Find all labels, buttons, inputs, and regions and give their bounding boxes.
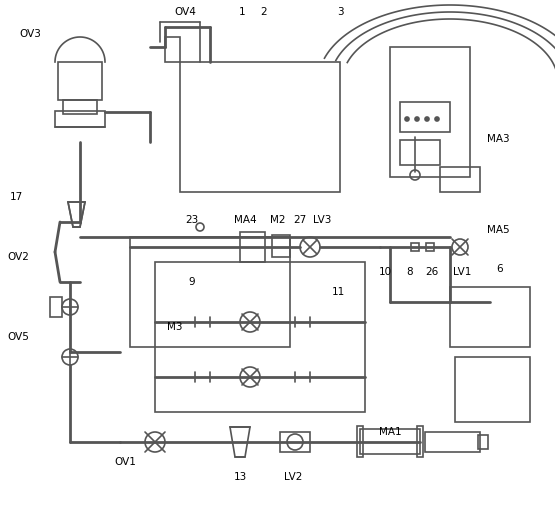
Bar <box>272 235 290 257</box>
Bar <box>440 167 480 192</box>
Bar <box>165 37 180 62</box>
Bar <box>280 432 310 452</box>
Text: LV2: LV2 <box>284 472 302 482</box>
Bar <box>50 297 62 317</box>
Text: MA1: MA1 <box>379 427 401 437</box>
Text: 2: 2 <box>261 7 268 17</box>
Text: 6: 6 <box>497 264 503 274</box>
Circle shape <box>435 117 439 121</box>
Bar <box>417 426 423 457</box>
Text: MA5: MA5 <box>487 225 509 235</box>
Circle shape <box>405 117 409 121</box>
Bar <box>130 237 290 347</box>
Bar <box>55 111 105 127</box>
Text: 10: 10 <box>379 267 392 277</box>
Bar <box>426 243 434 251</box>
Text: 23: 23 <box>185 215 199 225</box>
Text: OV2: OV2 <box>7 252 29 262</box>
Bar <box>478 435 488 449</box>
Bar <box>390 47 470 177</box>
Text: MA4: MA4 <box>234 215 256 225</box>
Text: LV1: LV1 <box>453 267 471 277</box>
Bar <box>450 287 530 347</box>
Bar <box>63 100 97 114</box>
Text: 11: 11 <box>331 287 345 297</box>
Bar <box>180 62 340 192</box>
Text: OV1: OV1 <box>114 457 136 467</box>
Bar <box>360 429 420 454</box>
Text: OV4: OV4 <box>174 7 196 17</box>
Text: OV5: OV5 <box>7 332 29 342</box>
Bar <box>411 243 419 251</box>
Bar <box>240 232 265 262</box>
Bar <box>455 357 530 422</box>
Text: 13: 13 <box>233 472 246 482</box>
Text: 3: 3 <box>337 7 344 17</box>
Bar <box>425 432 480 452</box>
Text: 27: 27 <box>294 215 306 225</box>
Text: LV3: LV3 <box>313 215 331 225</box>
Text: 17: 17 <box>9 192 23 202</box>
Text: 26: 26 <box>425 267 438 277</box>
Bar <box>357 426 363 457</box>
Bar <box>400 140 440 165</box>
Text: M3: M3 <box>167 322 183 332</box>
Circle shape <box>425 117 429 121</box>
Circle shape <box>415 117 419 121</box>
Text: 8: 8 <box>407 267 413 277</box>
Text: MA3: MA3 <box>487 134 509 144</box>
Text: 1: 1 <box>239 7 245 17</box>
Text: 9: 9 <box>189 277 195 287</box>
Text: OV3: OV3 <box>19 29 41 39</box>
Text: M2: M2 <box>270 215 286 225</box>
Bar <box>58 62 102 100</box>
Bar <box>400 102 450 132</box>
Bar <box>155 262 365 412</box>
